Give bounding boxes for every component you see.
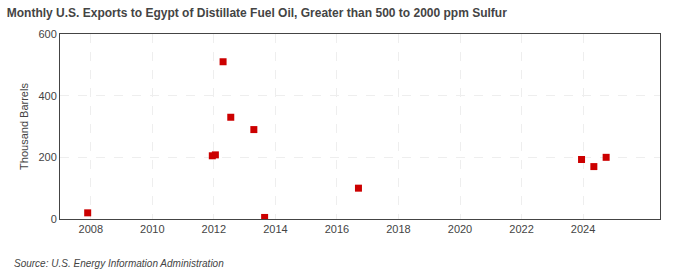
svg-text:600: 600 bbox=[38, 28, 56, 40]
svg-text:400: 400 bbox=[38, 90, 56, 102]
svg-text:2024: 2024 bbox=[571, 223, 595, 235]
svg-text:2010: 2010 bbox=[140, 223, 164, 235]
svg-text:2016: 2016 bbox=[325, 223, 349, 235]
svg-text:2014: 2014 bbox=[263, 223, 287, 235]
svg-text:2022: 2022 bbox=[509, 223, 533, 235]
svg-text:2008: 2008 bbox=[79, 223, 103, 235]
svg-text:0: 0 bbox=[51, 213, 57, 225]
svg-text:Thousand Barrels: Thousand Barrels bbox=[18, 83, 30, 170]
svg-text:Source: U.S. Energy Informatio: Source: U.S. Energy Information Administ… bbox=[14, 258, 224, 269]
svg-text:Monthly U.S. Exports to Egypt: Monthly U.S. Exports to Egypt of Distill… bbox=[7, 6, 507, 20]
svg-text:2020: 2020 bbox=[448, 223, 472, 235]
svg-text:2012: 2012 bbox=[202, 223, 226, 235]
svg-text:200: 200 bbox=[38, 151, 56, 163]
svg-text:2018: 2018 bbox=[386, 223, 410, 235]
